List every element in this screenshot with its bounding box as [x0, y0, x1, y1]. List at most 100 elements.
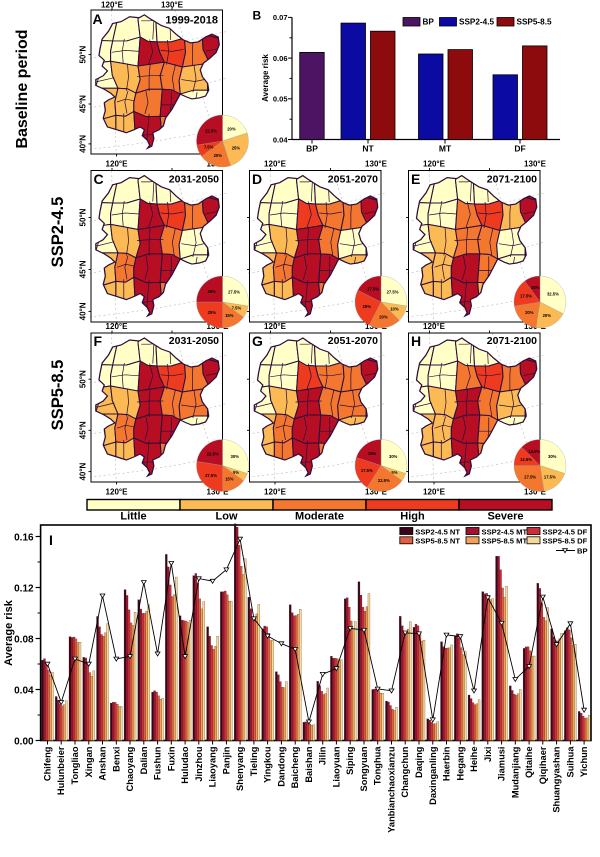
svg-text:I: I	[49, 532, 53, 548]
svg-text:120°E: 120°E	[106, 488, 129, 497]
svg-text:27.5%: 27.5%	[205, 473, 217, 478]
svg-text:120°E: 120°E	[264, 488, 287, 497]
svg-text:Qitaihe: Qitaihe	[524, 747, 534, 779]
svg-text:Changchun: Changchun	[400, 746, 410, 797]
svg-text:Jinzhou: Jinzhou	[194, 746, 204, 781]
svg-text:2031-2050: 2031-2050	[169, 174, 219, 186]
svg-text:7.5%: 7.5%	[232, 305, 242, 310]
svg-text:A: A	[93, 11, 103, 27]
svg-text:120°E: 120°E	[423, 322, 446, 331]
svg-text:BP: BP	[306, 144, 318, 154]
svg-text:22.5%: 22.5%	[207, 452, 219, 457]
svg-text:Average risk: Average risk	[261, 54, 270, 102]
svg-text:25%: 25%	[208, 289, 217, 294]
svg-text:Fushun: Fushun	[153, 746, 163, 780]
svg-text:25%: 25%	[232, 145, 241, 150]
svg-text:27.5%: 27.5%	[524, 475, 536, 480]
svg-text:SSP5-8.5 NT: SSP5-8.5 NT	[415, 537, 460, 546]
svg-text:Yingkou: Yingkou	[263, 746, 273, 783]
svg-text:Fuxin: Fuxin	[166, 746, 176, 771]
svg-text:45°N: 45°N	[79, 95, 88, 113]
svg-text:120°E: 120°E	[264, 322, 287, 331]
svg-text:Haerbin: Haerbin	[442, 746, 452, 781]
svg-text:50°N: 50°N	[79, 45, 88, 63]
svg-text:130°E: 130°E	[161, 1, 184, 10]
svg-text:0.04: 0.04	[273, 135, 288, 144]
svg-text:2031-2050: 2031-2050	[169, 335, 219, 347]
svg-text:Hulunbeier: Hulunbeier	[56, 746, 66, 795]
svg-text:Hegang: Hegang	[455, 746, 465, 780]
svg-text:15%: 15%	[368, 451, 377, 456]
svg-text:0.12: 0.12	[14, 584, 34, 595]
svg-text:0.16: 0.16	[14, 533, 34, 544]
svg-text:17.5%: 17.5%	[361, 468, 373, 473]
svg-text:SSP5-8.5 DF: SSP5-8.5 DF	[543, 537, 588, 546]
svg-text:Benxi: Benxi	[111, 747, 121, 772]
svg-text:Chaoyang: Chaoyang	[125, 746, 135, 791]
svg-text:30%: 30%	[548, 454, 557, 459]
svg-text:Xingan: Xingan	[84, 746, 94, 777]
svg-text:25%: 25%	[363, 304, 372, 309]
svg-text:5%: 5%	[391, 470, 397, 475]
svg-text:22.5%: 22.5%	[205, 129, 217, 134]
svg-text:Moderate: Moderate	[295, 511, 344, 523]
svg-text:45°N: 45°N	[79, 260, 88, 278]
svg-text:Tieling: Tieling	[249, 746, 259, 776]
svg-text:BP: BP	[423, 18, 435, 27]
svg-text:Siping: Siping	[345, 746, 355, 775]
svg-text:0.08: 0.08	[14, 635, 34, 646]
svg-text:120°E: 120°E	[423, 488, 446, 497]
svg-text:Huludao: Huludao	[180, 746, 190, 784]
svg-text:130°E: 130°E	[524, 488, 547, 497]
svg-text:120°E: 120°E	[264, 160, 287, 169]
svg-text:2051-2070: 2051-2070	[328, 174, 378, 186]
svg-text:Jilin: Jilin	[318, 746, 328, 765]
svg-text:120°E: 120°E	[423, 160, 446, 169]
svg-text:7.5%: 7.5%	[204, 144, 214, 149]
svg-text:Shenyang: Shenyang	[235, 746, 245, 791]
svg-text:120°E: 120°E	[106, 322, 129, 331]
svg-text:Dandong: Dandong	[276, 746, 286, 787]
svg-text:130°E: 130°E	[207, 488, 230, 497]
svg-text:Average risk: Average risk	[3, 599, 15, 666]
svg-text:10%: 10%	[390, 306, 399, 311]
svg-text:17.5%: 17.5%	[544, 475, 556, 480]
svg-text:SSP5-8.5: SSP5-8.5	[517, 18, 552, 27]
svg-text:Liaoyuan: Liaoyuan	[331, 746, 341, 787]
svg-text:Baseline period: Baseline period	[14, 29, 31, 148]
svg-text:17.5%: 17.5%	[367, 287, 379, 292]
svg-text:30%: 30%	[231, 454, 240, 459]
svg-text:Shuangyashan: Shuangyashan	[552, 746, 562, 812]
svg-text:B: B	[253, 9, 262, 23]
svg-text:0.04: 0.04	[14, 686, 34, 697]
svg-text:SSP2-4.5: SSP2-4.5	[459, 18, 494, 27]
svg-text:20%: 20%	[227, 126, 236, 131]
svg-text:32.5%: 32.5%	[547, 292, 559, 297]
svg-text:130°E: 130°E	[365, 488, 388, 497]
svg-text:Liaoyang: Liaoyang	[208, 746, 218, 787]
svg-text:5%: 5%	[233, 470, 239, 475]
svg-text:40°N: 40°N	[79, 302, 88, 320]
svg-text:Mudanjiang: Mudanjiang	[510, 746, 520, 798]
svg-text:27.5%: 27.5%	[228, 290, 240, 295]
svg-text:20%: 20%	[214, 153, 223, 158]
svg-text:Songyuan: Songyuan	[359, 746, 369, 791]
svg-text:F: F	[94, 333, 103, 349]
svg-text:High: High	[400, 511, 425, 523]
svg-text:G: G	[252, 333, 263, 349]
svg-text:Low: Low	[216, 511, 238, 523]
svg-text:45°N: 45°N	[79, 421, 88, 439]
svg-text:C: C	[94, 171, 104, 187]
svg-text:H: H	[411, 333, 421, 349]
svg-text:Jiamusi: Jiamusi	[497, 747, 507, 782]
svg-text:12.5%: 12.5%	[528, 449, 540, 454]
svg-text:Qiqihaer: Qiqihaer	[538, 746, 548, 784]
svg-text:15%: 15%	[225, 313, 234, 318]
svg-text:Daxinganling: Daxinganling	[428, 746, 438, 805]
svg-text:0.07: 0.07	[273, 13, 288, 22]
svg-text:Baishan: Baishan	[304, 746, 314, 782]
svg-text:Tongliao: Tongliao	[70, 746, 80, 784]
svg-text:50°N: 50°N	[79, 370, 88, 388]
svg-text:2071-2100: 2071-2100	[487, 174, 537, 186]
svg-text:40°N: 40°N	[79, 135, 88, 153]
